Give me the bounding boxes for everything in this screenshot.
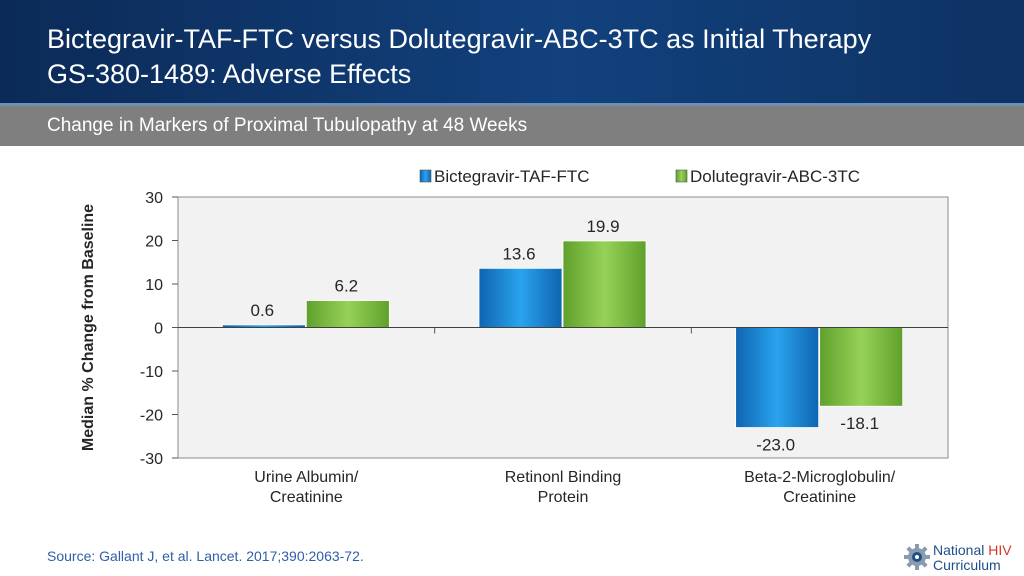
y-tick-label: -20 (140, 408, 163, 425)
bar-chart: 30 20 10 0 -10 -20 -30 Median % Change from Bas… (80, 167, 949, 506)
logo-word-hiv: HIV (988, 542, 1012, 558)
category-label: Urine Albumin/Creatinine (254, 469, 359, 506)
page-subtitle: Change in Markers of Proximal Tubulopath… (47, 115, 528, 136)
source-citation: Source: Gallant J, et al. Lancet. 2017;3… (47, 548, 364, 564)
y-tick-label: 20 (145, 234, 163, 251)
data-label: -23.0 (756, 436, 795, 455)
y-tick-label: -30 (140, 451, 163, 468)
data-label: -18.1 (840, 414, 879, 433)
bar-dolutegravir (819, 327, 904, 407)
legend-label: Dolutegravir-ABC-3TC (690, 167, 860, 186)
title-line-2: GS-380-1489: Adverse Effects (47, 59, 412, 89)
national-hiv-curriculum-logo: National HIV Curriculum (903, 541, 1021, 575)
category-label-line: Creatinine (270, 489, 343, 506)
header-banner: Bictegravir-TAF-FTC versus Dolutegravir-… (0, 0, 1024, 103)
legend-swatch (675, 169, 688, 183)
y-axis-label: Median % Change from Baseline (80, 204, 97, 451)
page-title: Bictegravir-TAF-FTC versus Dolutegravir-… (47, 22, 871, 92)
legend-label: Bictegravir-TAF-FTC (434, 167, 590, 186)
bar-dolutegravir (562, 240, 647, 328)
data-label: 6.2 (335, 277, 359, 296)
category-label-line: Beta-2-Microglobulin/ (744, 469, 896, 486)
data-label: 0.6 (251, 301, 275, 320)
data-label: 19.9 (586, 217, 619, 236)
bar-bictegravir (478, 267, 563, 328)
category-label: Beta-2-Microglobulin/Creatinine (744, 469, 896, 506)
category-label: Retinonl Binding Protein (505, 469, 622, 506)
category-label-line: Retinonl Binding (505, 469, 622, 486)
title-line-1: Bictegravir-TAF-FTC versus Dolutegravir-… (47, 24, 872, 54)
logo-word-national: National (933, 542, 985, 558)
category-label-line: Protein (538, 489, 589, 506)
subtitle-bar: Change in Markers of Proximal Tubulopath… (0, 106, 1024, 146)
legend-swatch (419, 169, 432, 183)
data-label: 13.6 (502, 244, 535, 263)
y-tick-label: 30 (145, 190, 163, 207)
gear-logo-icon (904, 544, 930, 570)
category-label-line: Creatinine (783, 489, 856, 506)
y-tick-label: -10 (140, 364, 163, 381)
header-divider (0, 103, 1024, 106)
bar-dolutegravir (305, 300, 390, 328)
logo-text-line-1: National HIV (933, 542, 1012, 558)
y-tick-label: 10 (145, 277, 163, 294)
logo-word-curriculum: Curriculum (933, 557, 1001, 573)
chart-container: 30 20 10 0 -10 -20 -30 Median % Change from Bas… (0, 150, 1024, 525)
category-label-line: Urine Albumin/ (254, 469, 359, 486)
bar-bictegravir (735, 327, 820, 428)
y-tick-label: 0 (154, 321, 163, 338)
